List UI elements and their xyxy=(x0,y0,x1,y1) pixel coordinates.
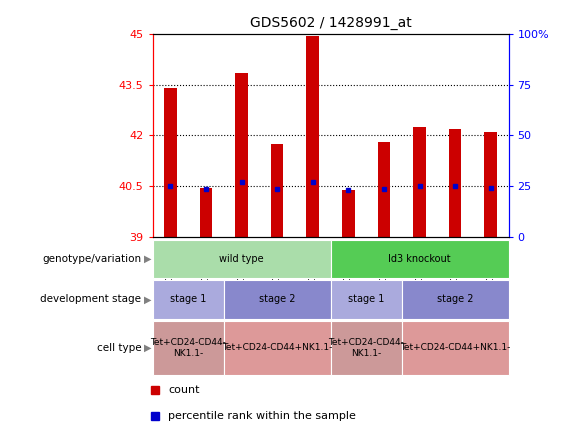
Text: wild type: wild type xyxy=(219,254,264,264)
Bar xyxy=(153,280,224,319)
Title: GDS5602 / 1428991_at: GDS5602 / 1428991_at xyxy=(250,16,411,30)
Bar xyxy=(224,321,331,375)
Bar xyxy=(235,73,248,237)
Bar xyxy=(331,280,402,319)
Text: stage 2: stage 2 xyxy=(259,294,295,304)
Bar xyxy=(402,321,508,375)
Bar xyxy=(271,144,284,237)
Text: Tet+CD24-CD44+NK1.1-: Tet+CD24-CD44+NK1.1- xyxy=(222,343,332,352)
Text: Tet+CD24-CD44-
NK1.1-: Tet+CD24-CD44- NK1.1- xyxy=(328,338,404,357)
Text: stage 1: stage 1 xyxy=(170,294,206,304)
Bar xyxy=(199,188,212,237)
Text: stage 2: stage 2 xyxy=(437,294,473,304)
Text: development stage: development stage xyxy=(40,294,141,304)
Text: ▶: ▶ xyxy=(144,343,151,353)
Bar xyxy=(224,280,331,319)
Bar xyxy=(402,280,508,319)
Bar xyxy=(164,88,177,237)
Text: stage 1: stage 1 xyxy=(348,294,384,304)
Bar xyxy=(342,190,355,237)
Bar xyxy=(484,132,497,237)
Text: genotype/variation: genotype/variation xyxy=(42,254,141,264)
Text: Tet+CD24-CD44-
NK1.1-: Tet+CD24-CD44- NK1.1- xyxy=(150,338,226,357)
Text: Id3 knockout: Id3 knockout xyxy=(388,254,451,264)
Text: ▶: ▶ xyxy=(144,294,151,304)
Bar xyxy=(153,240,331,278)
Text: percentile rank within the sample: percentile rank within the sample xyxy=(168,411,357,421)
Text: count: count xyxy=(168,385,200,395)
Text: ▶: ▶ xyxy=(144,254,151,264)
Bar xyxy=(449,129,462,237)
Bar xyxy=(153,321,224,375)
Text: Tet+CD24-CD44+NK1.1-: Tet+CD24-CD44+NK1.1- xyxy=(400,343,510,352)
Bar xyxy=(413,127,426,237)
Text: cell type: cell type xyxy=(97,343,141,353)
Bar xyxy=(331,240,508,278)
Bar xyxy=(377,142,390,237)
Bar xyxy=(331,321,402,375)
Bar xyxy=(306,36,319,237)
